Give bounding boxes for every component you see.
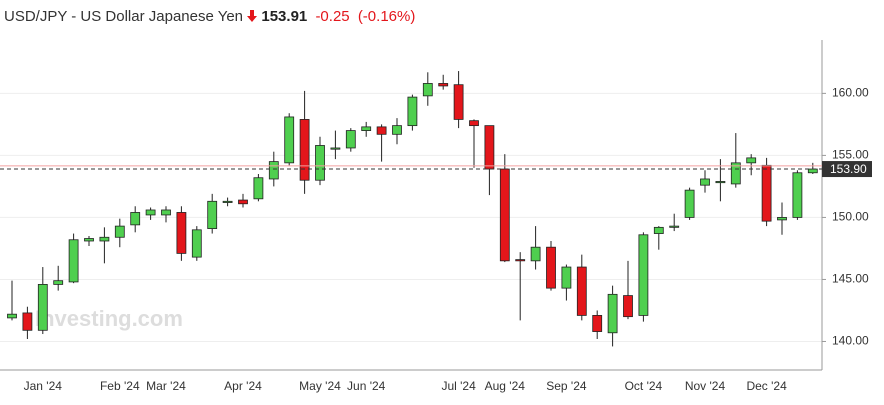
candle-body bbox=[284, 116, 295, 164]
watermark: Investing.com bbox=[35, 306, 183, 331]
candle-body bbox=[422, 83, 433, 97]
candle-body bbox=[299, 119, 310, 181]
candle-body bbox=[715, 181, 726, 184]
candle-body bbox=[592, 315, 603, 332]
x-tick-label: Jul '24 bbox=[441, 379, 476, 393]
candle-body bbox=[68, 239, 79, 283]
change-pct: (-0.16%) bbox=[357, 8, 416, 25]
x-tick-label: Jun '24 bbox=[347, 379, 386, 393]
candle-body bbox=[37, 284, 48, 331]
y-tick-label: 150.00 bbox=[832, 210, 869, 224]
candle-body bbox=[453, 84, 464, 120]
x-tick-label: Jan '24 bbox=[24, 379, 63, 393]
candle-body bbox=[53, 280, 64, 285]
candle-body bbox=[407, 96, 418, 127]
x-tick-label: Nov '24 bbox=[685, 379, 726, 393]
header: USD/JPY - US Dollar Japanese Yen 153.91 … bbox=[4, 8, 415, 25]
candle-body bbox=[530, 246, 541, 262]
candle-body bbox=[145, 209, 156, 216]
candle-body bbox=[330, 147, 341, 150]
candle-body bbox=[238, 199, 248, 205]
candle-body bbox=[730, 162, 741, 185]
candle-body bbox=[376, 126, 387, 135]
down-arrow bbox=[247, 10, 258, 22]
y-tick-label: 160.00 bbox=[832, 86, 869, 100]
candle-body bbox=[315, 145, 325, 181]
candle-body bbox=[114, 225, 125, 238]
y-tick-label: 140.00 bbox=[832, 334, 869, 348]
candle-body bbox=[700, 178, 710, 186]
candle-body bbox=[130, 212, 141, 226]
candle-body bbox=[576, 266, 587, 316]
candle-body bbox=[469, 120, 479, 127]
candle-body bbox=[669, 225, 680, 228]
candle-body bbox=[99, 236, 110, 242]
candle-body bbox=[807, 168, 818, 174]
candle-body bbox=[561, 266, 572, 289]
candle-body bbox=[761, 164, 772, 222]
candle-body bbox=[7, 313, 17, 319]
candle-body bbox=[191, 229, 202, 258]
candle-body bbox=[22, 312, 33, 331]
candle-body bbox=[546, 246, 556, 289]
x-tick-label: Oct '24 bbox=[625, 379, 663, 393]
candle-body bbox=[623, 295, 633, 318]
y-tick-label: 145.00 bbox=[832, 272, 869, 286]
candle-body bbox=[253, 177, 264, 200]
candle-body bbox=[515, 259, 526, 262]
x-tick-label: Sep '24 bbox=[546, 379, 587, 393]
candle-body bbox=[345, 130, 356, 149]
candle-body bbox=[84, 238, 94, 242]
last-price-label: 153.90 bbox=[830, 162, 867, 176]
candle-body bbox=[684, 189, 695, 218]
candle-body bbox=[746, 157, 757, 164]
last-price-box bbox=[822, 161, 872, 178]
candle-body bbox=[777, 217, 787, 221]
change: -0.25 bbox=[315, 8, 350, 25]
candle-body bbox=[268, 161, 279, 180]
x-tick-label: Aug '24 bbox=[485, 379, 526, 393]
x-tick-label: May '24 bbox=[299, 379, 341, 393]
candle-body bbox=[653, 226, 664, 234]
candle-body bbox=[792, 172, 803, 218]
title: USD/JPY - US Dollar Japanese Yen bbox=[4, 8, 244, 25]
candle-body bbox=[176, 212, 187, 254]
candle-body bbox=[161, 209, 171, 216]
candle-body bbox=[484, 125, 495, 170]
candle-body bbox=[222, 200, 233, 203]
x-tick-label: Feb '24 bbox=[100, 379, 140, 393]
price: 153.91 bbox=[261, 8, 308, 25]
candle-body bbox=[438, 83, 449, 87]
x-tick-label: Mar '24 bbox=[146, 379, 186, 393]
y-tick-label: 155.00 bbox=[832, 148, 869, 162]
candle-body bbox=[361, 126, 372, 131]
x-tick-label: Dec '24 bbox=[746, 379, 787, 393]
x-tick-label: Apr '24 bbox=[224, 379, 262, 393]
candle-body bbox=[392, 125, 402, 135]
candle-body bbox=[638, 234, 649, 316]
candle-body bbox=[207, 200, 218, 229]
candle-body bbox=[607, 293, 618, 334]
candle-body bbox=[499, 168, 510, 262]
